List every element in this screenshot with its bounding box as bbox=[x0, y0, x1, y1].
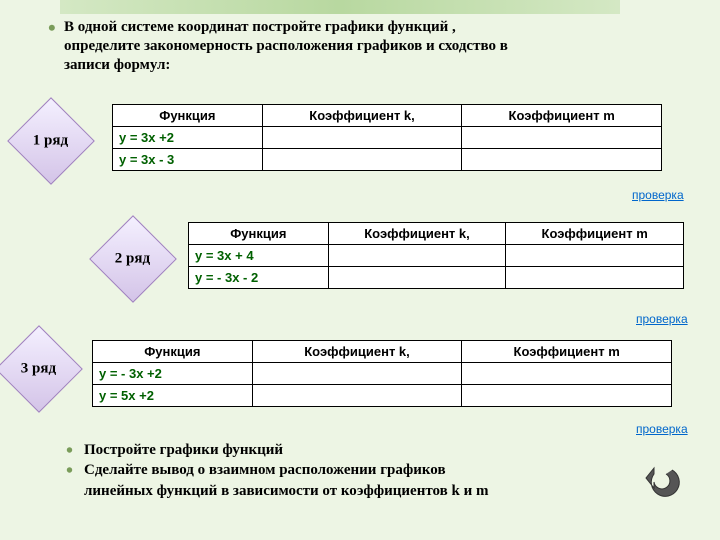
row1-label: 1 ряд bbox=[33, 132, 68, 149]
t2-h-m: Коэффициент m bbox=[506, 223, 684, 245]
t1-h-fn: Функция bbox=[113, 105, 263, 127]
back-arrow-icon[interactable] bbox=[644, 460, 684, 500]
t1-m2 bbox=[462, 149, 662, 171]
bottom-b2b: линейных функций в зависимости от коэффи… bbox=[84, 483, 489, 499]
intro-line2: определите закономерность расположения г… bbox=[64, 37, 690, 56]
intro-paragraph: •В одной системе координат постройте гра… bbox=[64, 18, 690, 74]
t3-k1 bbox=[252, 363, 462, 385]
t3-k2 bbox=[252, 385, 462, 407]
table-3: Функция Коэффициент k, Коэффициент m у =… bbox=[92, 340, 672, 407]
t3-m2 bbox=[462, 385, 672, 407]
t3-h-m: Коэффициент m bbox=[462, 341, 672, 363]
t2-h-fn: Функция bbox=[189, 223, 329, 245]
t1-f1: у = 3x +2 bbox=[113, 127, 263, 149]
t2-f1: у = 3x + 4 bbox=[189, 245, 329, 267]
row1-diamond: 1 ряд bbox=[7, 97, 95, 185]
t1-f2: у = 3x - 3 bbox=[113, 149, 263, 171]
t1-h-m: Коэффициент m bbox=[462, 105, 662, 127]
table-2: Функция Коэффициент k, Коэффициент m у =… bbox=[188, 222, 684, 289]
bottom-bullets: •Постройте графики функций •Сделайте выв… bbox=[84, 440, 664, 501]
t1-h-k: Коэффициент k, bbox=[262, 105, 462, 127]
table-1: Функция Коэффициент k, Коэффициент m у =… bbox=[112, 104, 662, 171]
row3-label: 3 ряд bbox=[21, 360, 56, 377]
check-link-2[interactable]: проверка bbox=[636, 312, 688, 326]
t1-k1 bbox=[262, 127, 462, 149]
row2-label: 2 ряд bbox=[115, 250, 150, 267]
row2-diamond: 2 ряд bbox=[89, 215, 177, 303]
intro-line3: записи формул: bbox=[64, 56, 690, 75]
check-link-3[interactable]: проверка bbox=[636, 422, 688, 436]
row3-diamond: 3 ряд bbox=[0, 325, 83, 413]
t2-k2 bbox=[328, 267, 506, 289]
t2-f2: у = - 3x - 2 bbox=[189, 267, 329, 289]
t3-f2: у = 5x +2 bbox=[93, 385, 253, 407]
t2-h-k: Коэффициент k, bbox=[328, 223, 506, 245]
bottom-b1: Постройте графики функций bbox=[84, 442, 283, 458]
t1-m1 bbox=[462, 127, 662, 149]
t2-k1 bbox=[328, 245, 506, 267]
intro-line1: В одной системе координат постройте граф… bbox=[64, 19, 456, 35]
t3-h-k: Коэффициент k, bbox=[252, 341, 462, 363]
bottom-b2a: Сделайте вывод о взаимном расположении г… bbox=[84, 462, 446, 478]
t2-m1 bbox=[506, 245, 684, 267]
t1-k2 bbox=[262, 149, 462, 171]
t3-h-fn: Функция bbox=[93, 341, 253, 363]
t3-m1 bbox=[462, 363, 672, 385]
t3-f1: у = - 3x +2 bbox=[93, 363, 253, 385]
t2-m2 bbox=[506, 267, 684, 289]
check-link-1[interactable]: проверка bbox=[632, 188, 684, 202]
